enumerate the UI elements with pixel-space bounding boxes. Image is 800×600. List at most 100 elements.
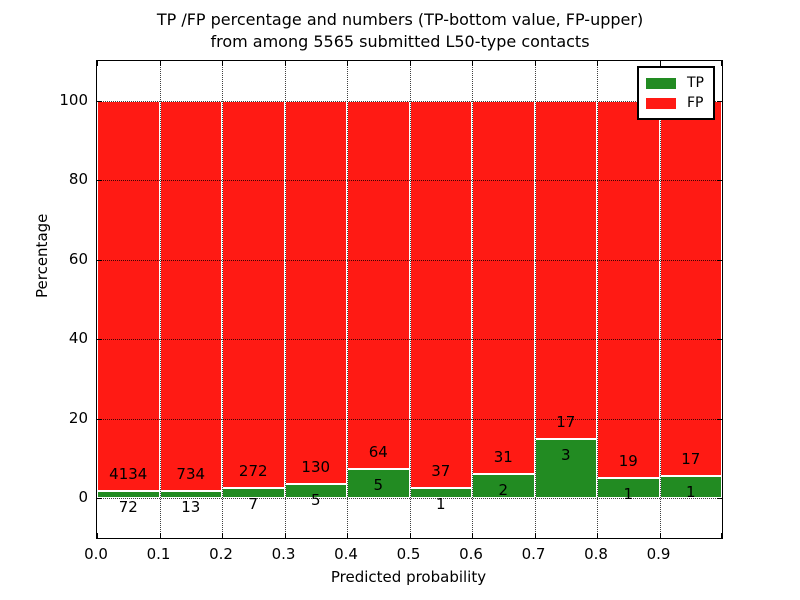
tp-legend-label: TP bbox=[687, 75, 704, 91]
x-tick-bottom bbox=[159, 533, 161, 538]
y-tick-label: 40 bbox=[68, 329, 88, 348]
x-tick-top bbox=[409, 61, 411, 66]
y-gridline bbox=[97, 418, 722, 420]
fp-legend-swatch bbox=[646, 97, 676, 109]
x-axis-label: Predicted probability bbox=[330, 568, 487, 586]
y-tick-right bbox=[717, 418, 722, 420]
tp-count-label: 72 bbox=[118, 498, 138, 517]
fp-bar-segment bbox=[159, 100, 222, 492]
x-tick-bottom bbox=[284, 533, 286, 538]
y-tick-left bbox=[97, 418, 102, 420]
x-gridline bbox=[159, 61, 161, 538]
x-gridline bbox=[409, 61, 411, 538]
y-tick-right bbox=[717, 498, 722, 500]
fp-count-label: 64 bbox=[368, 443, 388, 462]
y-gridline bbox=[97, 100, 722, 102]
fp-bar-segment bbox=[472, 100, 535, 475]
tp-bar-segment bbox=[159, 491, 222, 499]
x-tick-top bbox=[222, 61, 223, 66]
chart-title: TP /FP percentage and numbers (TP-bottom… bbox=[0, 9, 800, 53]
fp-count-label: 31 bbox=[493, 448, 513, 467]
y-gridline bbox=[97, 180, 722, 182]
tp-count-label: 7 bbox=[248, 495, 259, 514]
y-tick-right bbox=[717, 259, 722, 261]
fp-count-label: 17 bbox=[556, 412, 576, 431]
x-gridline bbox=[659, 61, 661, 538]
y-tick-label: 20 bbox=[68, 408, 88, 427]
x-tick-label: 0.7 bbox=[521, 545, 546, 563]
chart-title-line1: TP /FP percentage and numbers (TP-bottom… bbox=[156, 10, 644, 29]
y-gridline bbox=[97, 339, 722, 341]
fp-count-label: 4134 bbox=[109, 465, 148, 484]
tp-count-label: 1 bbox=[435, 494, 446, 513]
y-tick-label: 60 bbox=[68, 249, 88, 268]
tp-count-label: 1 bbox=[685, 483, 696, 502]
tp-legend-swatch bbox=[646, 77, 676, 89]
y-tick-label: 100 bbox=[59, 90, 88, 109]
legend-row-fp: FP bbox=[646, 93, 704, 113]
fp-count-label: 130 bbox=[301, 457, 331, 476]
x-tick-bottom bbox=[97, 533, 98, 538]
y-gridline bbox=[97, 498, 722, 500]
x-tick-label: 0.8 bbox=[584, 545, 608, 563]
x-tick-top bbox=[97, 61, 98, 66]
tp-bar-segment bbox=[97, 491, 160, 499]
x-tick-bottom bbox=[409, 533, 411, 538]
y-gridline bbox=[97, 259, 722, 261]
tp-count-label: 3 bbox=[560, 445, 571, 464]
x-tick-bottom bbox=[472, 533, 473, 538]
x-gridline bbox=[222, 61, 223, 538]
tp-count-label: 2 bbox=[498, 481, 509, 500]
x-tick-top bbox=[659, 61, 661, 66]
plot-area: 4134 72 734 13 272 7 130 5 64 5 37 1 31 2 17 3 19 1 17 1 TP… bbox=[96, 60, 723, 539]
tp-bar-segment bbox=[534, 438, 597, 499]
x-tick-bottom bbox=[597, 533, 598, 538]
x-gridline bbox=[597, 61, 598, 538]
x-tick-label: 0.4 bbox=[334, 545, 358, 563]
legend: TP FP bbox=[637, 66, 715, 120]
chart-title-line2: from among 5565 submitted L50-type conta… bbox=[210, 32, 590, 51]
x-tick-top bbox=[159, 61, 161, 66]
x-tick-bottom bbox=[659, 533, 661, 538]
fp-bar-segment bbox=[347, 100, 410, 470]
x-tick-label: 0.1 bbox=[146, 545, 171, 563]
x-tick-bottom bbox=[534, 533, 536, 538]
x-gridline bbox=[534, 61, 536, 538]
x-tick-label: 0.2 bbox=[209, 545, 233, 563]
fp-bar-segment bbox=[409, 100, 472, 488]
x-tick-top bbox=[472, 61, 473, 66]
tp-count-label: 5 bbox=[373, 476, 384, 495]
y-tick-left bbox=[97, 100, 102, 102]
x-tick-label: 0.6 bbox=[459, 545, 483, 563]
x-tick-label: 0.0 bbox=[84, 545, 108, 563]
fp-count-label: 734 bbox=[176, 465, 206, 484]
fp-count-label: 17 bbox=[681, 450, 701, 469]
y-tick-right bbox=[717, 180, 722, 182]
fp-legend-label: FP bbox=[687, 95, 704, 111]
x-tick-top bbox=[597, 61, 598, 66]
fp-count-label: 19 bbox=[618, 452, 638, 471]
fp-bar-segment bbox=[284, 100, 347, 484]
y-tick-label: 80 bbox=[68, 170, 88, 189]
y-tick-left bbox=[97, 339, 102, 341]
x-gridline bbox=[284, 61, 286, 538]
legend-row-tp: TP bbox=[646, 73, 704, 93]
tp-count-label: 13 bbox=[181, 498, 201, 517]
x-gridline bbox=[472, 61, 473, 538]
x-tick-bottom bbox=[222, 533, 223, 538]
y-tick-right bbox=[717, 339, 722, 341]
tp-count-label: 5 bbox=[310, 490, 321, 509]
x-tick-top bbox=[347, 61, 348, 66]
tp-bar-segment bbox=[472, 474, 535, 499]
x-tick-label: 0.9 bbox=[646, 545, 671, 563]
y-tick-left bbox=[97, 180, 102, 182]
y-tick-right bbox=[717, 100, 722, 102]
x-tick-top bbox=[721, 61, 722, 66]
x-tick-bottom bbox=[721, 533, 722, 538]
x-tick-top bbox=[534, 61, 536, 66]
tp-bar-segment bbox=[347, 469, 410, 499]
x-tick-bottom bbox=[347, 533, 348, 538]
fp-bar-segment bbox=[534, 100, 597, 439]
fp-count-label: 37 bbox=[431, 461, 451, 480]
fp-bar-segment bbox=[222, 100, 285, 489]
